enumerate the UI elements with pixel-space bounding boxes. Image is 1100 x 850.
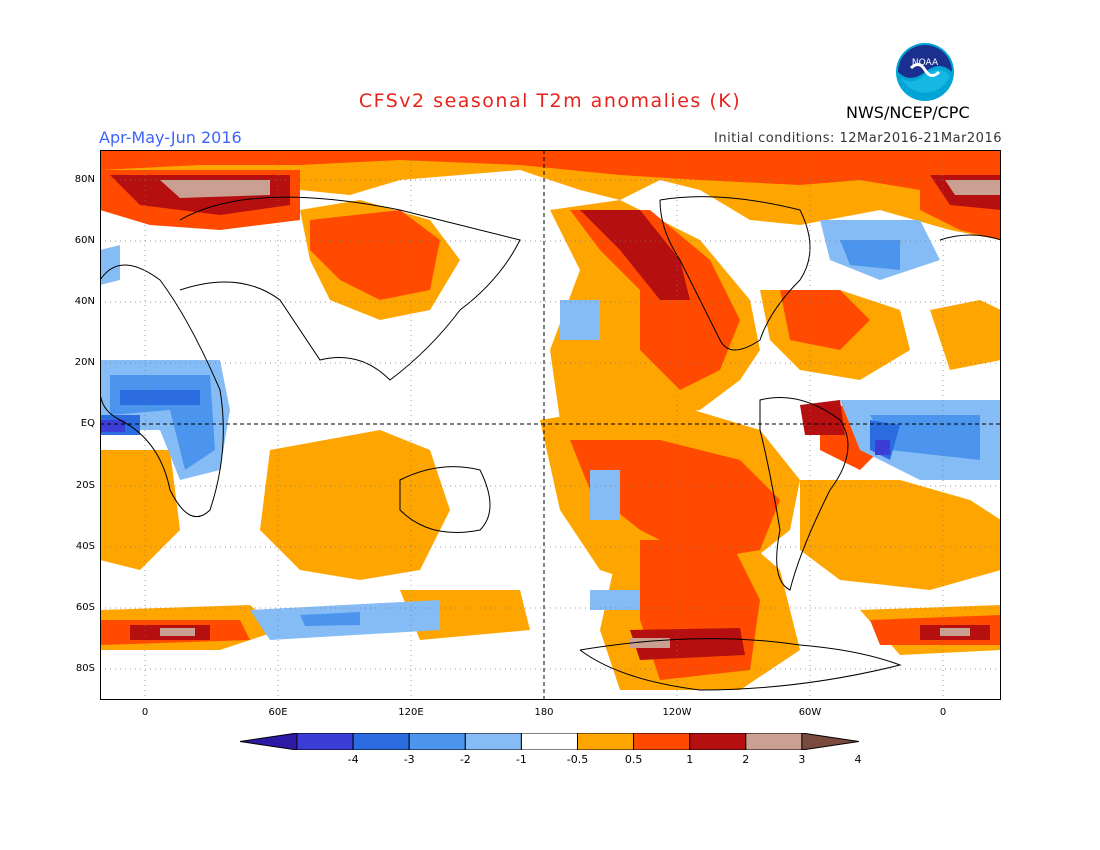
colorbar-cell xyxy=(352,733,410,750)
lat-label: 80S xyxy=(75,663,95,674)
lat-label: 20S xyxy=(75,480,95,491)
colorbar-label: -0.5 xyxy=(566,753,589,766)
lon-label: 60W xyxy=(798,707,822,718)
agency-label: NWS/NCEP/CPC xyxy=(846,103,970,122)
colorbar-cell xyxy=(689,733,747,750)
season-label: Apr-May-Jun 2016 xyxy=(99,128,242,147)
anomaly-layer-3-to-4 xyxy=(160,180,1000,648)
lon-label: 0 xyxy=(141,707,149,718)
map-grid xyxy=(100,150,1001,700)
colorbar-label: -4 xyxy=(347,753,359,766)
colorbar-label: -2 xyxy=(459,753,471,766)
lon-label: 120W xyxy=(662,707,692,718)
lat-label: 80N xyxy=(74,174,95,185)
svg-text:NOAA: NOAA xyxy=(912,58,939,68)
colorbar-cell xyxy=(240,733,298,750)
initial-conditions: Initial conditions: 12Mar2016-21Mar2016 xyxy=(714,131,1002,146)
continent-outlines xyxy=(100,196,1001,691)
colorbar-cell xyxy=(801,733,859,750)
colorbar-label: -1 xyxy=(515,753,527,766)
colorbar-cell xyxy=(577,733,635,750)
lat-label: 60N xyxy=(74,235,95,246)
lat-label: 60S xyxy=(75,602,95,613)
colorbar-label: 0.5 xyxy=(624,753,643,766)
map-title: CFSv2 seasonal T2m anomalies (K) xyxy=(358,90,742,112)
anomaly-layer-neg-3-to-4 xyxy=(100,420,890,455)
colorbar-label: 3 xyxy=(798,753,806,766)
colorbar-label: 2 xyxy=(742,753,750,766)
lat-label: 20N xyxy=(74,357,95,368)
colorbar-cell xyxy=(408,733,466,750)
colorbar-label: 1 xyxy=(686,753,694,766)
lon-label: 60E xyxy=(268,707,288,718)
colorbar-cell xyxy=(296,733,354,750)
colorbar-cell xyxy=(633,733,691,750)
colorbar-cell xyxy=(745,733,803,750)
lon-label: 0 xyxy=(939,707,947,718)
lon-label: 120E xyxy=(398,707,424,718)
colorbar-label: 4 xyxy=(854,753,862,766)
noaa-logo-icon: NOAA xyxy=(896,43,954,101)
anomaly-map xyxy=(100,150,1001,700)
equator-dateline xyxy=(100,150,1001,700)
colorbar-cell xyxy=(464,733,522,750)
colorbar-cell xyxy=(520,733,578,750)
lon-label: 180 xyxy=(534,707,554,718)
lat-label: EQ xyxy=(80,418,95,429)
lat-label: 40N xyxy=(74,296,95,307)
colorbar-label: -3 xyxy=(403,753,415,766)
colorbar xyxy=(240,733,859,750)
lat-label: 40S xyxy=(75,541,95,552)
